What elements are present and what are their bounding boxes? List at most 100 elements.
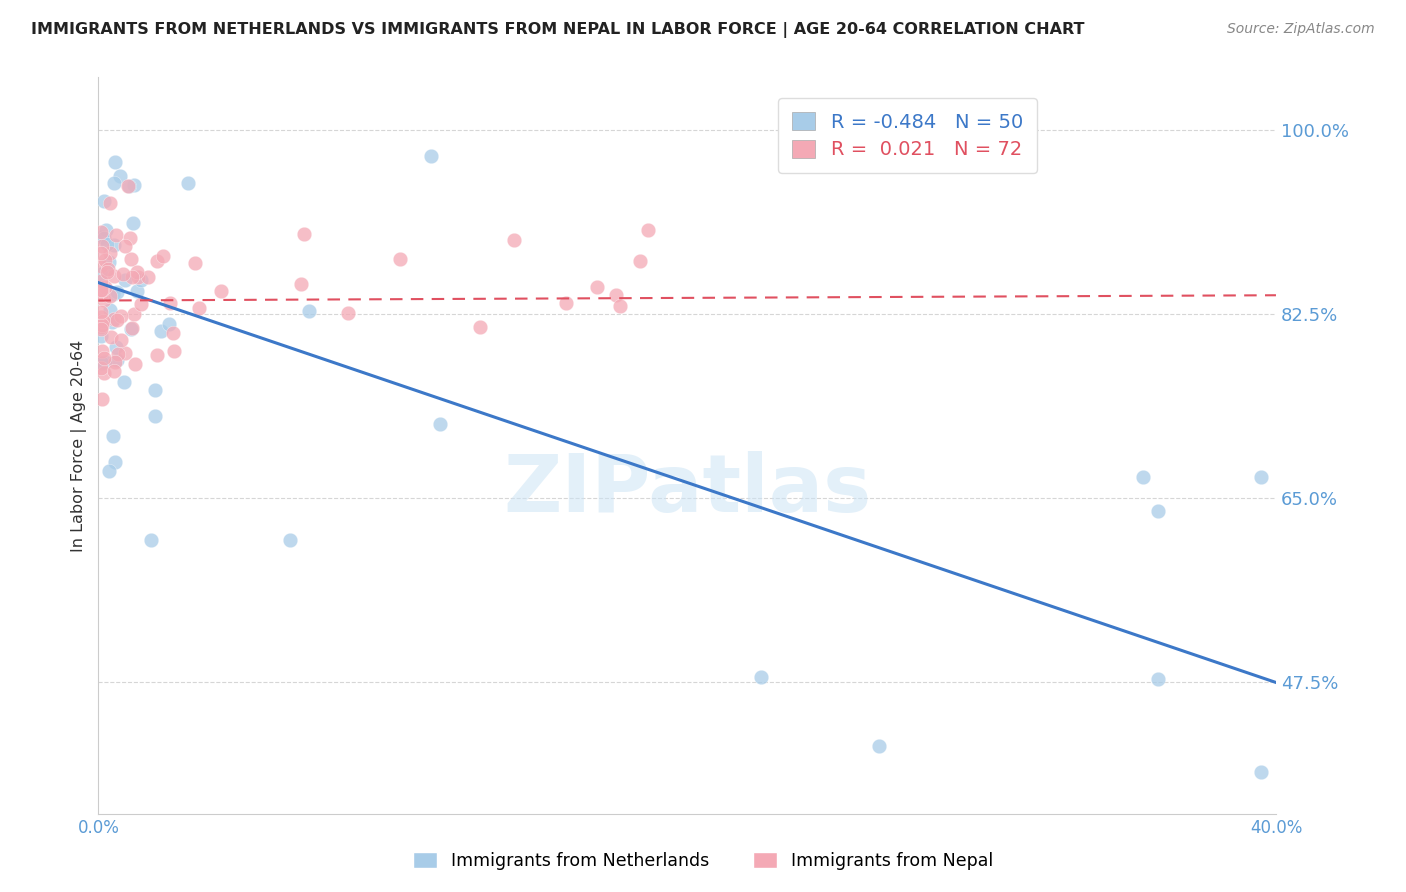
- Point: [90, 229, 112, 244]
- Point: [104, 228, 127, 243]
- Point: [90, 329, 112, 343]
- Point: [184, 256, 207, 270]
- Point: [98, 255, 121, 269]
- Point: [103, 429, 125, 443]
- Point: [90, 356, 112, 370]
- Point: [90, 320, 112, 334]
- Point: [157, 317, 180, 331]
- Point: [93, 351, 115, 365]
- Point: [90, 284, 112, 298]
- Point: [117, 179, 139, 194]
- Point: [90, 245, 112, 260]
- Point: [91, 239, 114, 253]
- Point: [98, 289, 121, 303]
- Point: [127, 269, 149, 284]
- Point: [122, 178, 145, 192]
- Point: [1147, 504, 1170, 518]
- Text: IMMIGRANTS FROM NETHERLANDS VS IMMIGRANTS FROM NEPAL IN LABOR FORCE | AGE 20-64 : IMMIGRANTS FROM NETHERLANDS VS IMMIGRANT…: [31, 22, 1084, 38]
- Point: [110, 310, 132, 324]
- Point: [117, 178, 139, 193]
- Point: [112, 375, 135, 389]
- Point: [143, 384, 166, 398]
- Point: [292, 227, 315, 241]
- Point: [103, 363, 125, 377]
- Point: [152, 249, 174, 263]
- Point: [150, 324, 173, 338]
- Point: [121, 270, 143, 285]
- Point: [104, 455, 127, 469]
- Point: [110, 334, 132, 348]
- Point: [114, 239, 136, 253]
- Point: [90, 283, 112, 297]
- Point: [93, 231, 115, 245]
- Point: [98, 196, 121, 211]
- Point: [129, 273, 152, 287]
- Point: [101, 287, 124, 301]
- Text: Source: ZipAtlas.com: Source: ZipAtlas.com: [1227, 22, 1375, 37]
- Point: [290, 277, 312, 291]
- Point: [1250, 765, 1272, 780]
- Point: [91, 344, 114, 359]
- Point: [93, 355, 115, 369]
- Point: [162, 326, 184, 340]
- Point: [120, 322, 142, 336]
- Point: [605, 287, 627, 301]
- Point: [105, 313, 128, 327]
- Point: [105, 353, 128, 368]
- Point: [90, 305, 112, 319]
- Point: [143, 409, 166, 423]
- Point: [121, 321, 143, 335]
- Point: [114, 346, 136, 360]
- Point: [470, 319, 492, 334]
- Point: [502, 233, 524, 247]
- Point: [131, 297, 153, 311]
- Point: [609, 299, 631, 313]
- Legend: R = -0.484   N = 50, R =  0.021   N = 72: R = -0.484 N = 50, R = 0.021 N = 72: [779, 98, 1036, 173]
- Point: [103, 176, 125, 190]
- Point: [108, 169, 131, 183]
- Point: [90, 288, 112, 302]
- Point: [337, 306, 360, 320]
- Point: [118, 231, 141, 245]
- Text: ZIPatlas: ZIPatlas: [503, 451, 872, 529]
- Point: [103, 269, 125, 284]
- Point: [125, 284, 148, 298]
- Point: [159, 296, 181, 310]
- Point: [278, 533, 301, 548]
- Point: [98, 464, 121, 478]
- Point: [1132, 470, 1154, 484]
- Point: [96, 223, 118, 237]
- Point: [122, 307, 145, 321]
- Point: [101, 315, 124, 329]
- Point: [100, 330, 122, 344]
- Point: [749, 670, 772, 684]
- Point: [90, 322, 112, 336]
- Point: [637, 223, 659, 237]
- Point: [188, 301, 211, 315]
- Point: [121, 216, 143, 230]
- Y-axis label: In Labor Force | Age 20-64: In Labor Force | Age 20-64: [72, 340, 87, 552]
- Point: [104, 154, 127, 169]
- Point: [420, 149, 443, 163]
- Point: [93, 293, 115, 308]
- Point: [107, 346, 129, 360]
- Point: [91, 392, 114, 406]
- Legend: Immigrants from Netherlands, Immigrants from Nepal: Immigrants from Netherlands, Immigrants …: [404, 844, 1002, 879]
- Point: [125, 265, 148, 279]
- Point: [97, 261, 120, 276]
- Point: [586, 280, 609, 294]
- Point: [209, 284, 232, 298]
- Point: [90, 267, 112, 281]
- Point: [146, 348, 169, 362]
- Point: [868, 739, 890, 753]
- Point: [94, 280, 117, 294]
- Point: [96, 265, 118, 279]
- Point: [1250, 470, 1272, 484]
- Point: [628, 253, 651, 268]
- Point: [111, 267, 134, 281]
- Point: [136, 269, 159, 284]
- Point: [96, 237, 118, 252]
- Point: [103, 238, 125, 252]
- Point: [90, 310, 112, 325]
- Point: [177, 176, 200, 190]
